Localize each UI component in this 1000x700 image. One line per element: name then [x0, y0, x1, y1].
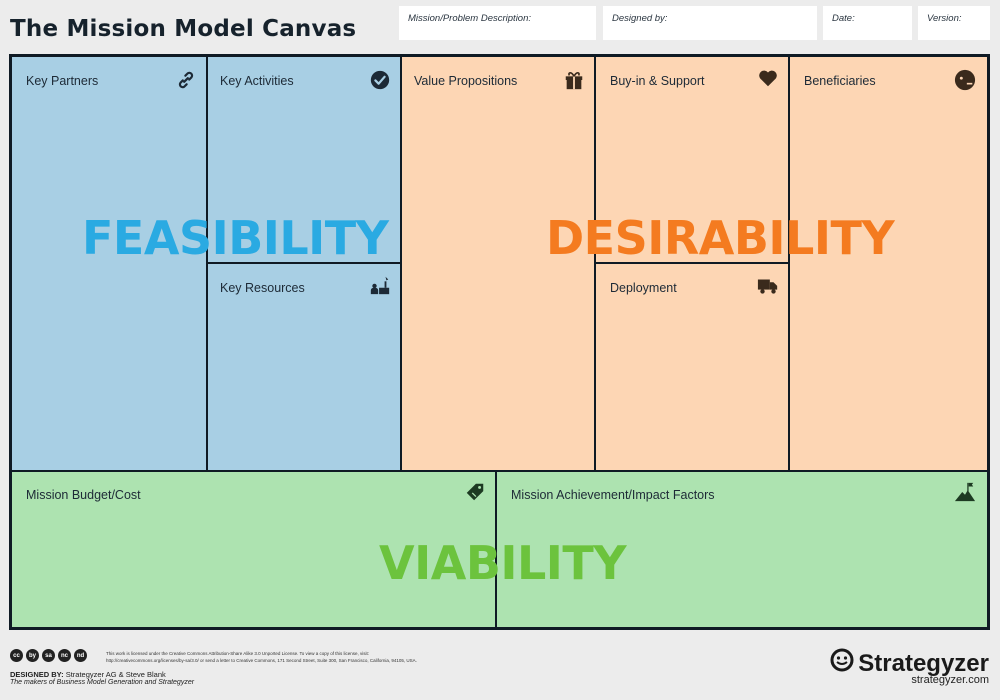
check-circle-icon — [369, 69, 391, 91]
deployment-label: Deployment — [610, 281, 677, 295]
page-title: The Mission Model Canvas — [10, 16, 357, 42]
license-icons: cc by sa nc nd — [10, 649, 87, 662]
key-resources-label: Key Resources — [220, 281, 305, 295]
mission-achievement-label: Mission Achievement/Impact Factors — [511, 488, 715, 502]
truck-icon — [757, 274, 779, 296]
designed-by-field[interactable]: Designed by: — [603, 6, 817, 40]
license-text-2: http://creativecommons.org/licenses/by-s… — [106, 658, 417, 663]
link-icon — [175, 69, 197, 91]
face-icon — [954, 69, 976, 91]
mission-budget-block[interactable]: Mission Budget/Cost — [12, 472, 495, 627]
value-propositions-label: Value Propositions — [414, 74, 518, 88]
brand-url-link[interactable]: strategyzer.com — [911, 674, 989, 686]
desirability-overlay: DESIRABILITY — [546, 211, 895, 265]
mountain-flag-icon — [954, 481, 976, 503]
mission-description-label: Mission/Problem Description: — [408, 13, 532, 24]
key-resources-block[interactable]: Key Resources — [208, 264, 400, 470]
designed-by-credit-value: Strategyzer AG & Steve Blank — [65, 670, 166, 679]
nd-icon: nd — [74, 649, 87, 662]
nc-icon: nc — [58, 649, 71, 662]
viability-overlay: VIABILITY — [379, 536, 627, 590]
version-label: Version: — [927, 13, 962, 24]
mission-budget-label: Mission Budget/Cost — [26, 488, 141, 502]
date-label: Date: — [832, 13, 855, 24]
makers-tagline: The makers of Business Model Generation … — [10, 679, 195, 686]
buy-in-support-block[interactable]: Buy-in & Support — [596, 57, 788, 262]
resources-icon — [369, 274, 391, 296]
strategyzer-logo-icon — [830, 648, 854, 679]
value-propositions-block[interactable]: Value Propositions — [402, 57, 594, 470]
canvas-board: Key Partners Key Activities Key Resource… — [9, 54, 990, 630]
cc-icon: cc — [10, 649, 23, 662]
license-text-1: This work is licensed under the Creative… — [106, 651, 370, 656]
key-activities-block[interactable]: Key Activities — [208, 57, 400, 262]
designed-by-label: Designed by: — [612, 13, 668, 24]
mission-achievement-block[interactable]: Mission Achievement/Impact Factors — [497, 472, 987, 627]
key-activities-label: Key Activities — [220, 74, 294, 88]
gift-icon — [563, 69, 585, 91]
heart-icon — [757, 67, 779, 89]
buy-in-support-label: Buy-in & Support — [610, 74, 705, 88]
key-partners-label: Key Partners — [26, 74, 99, 88]
feasibility-overlay: FEASIBILITY — [82, 211, 389, 265]
designed-by-credit-label: DESIGNED BY: — [10, 670, 64, 679]
key-partners-block[interactable]: Key Partners — [12, 57, 206, 470]
mission-description-field[interactable]: Mission/Problem Description: — [399, 6, 596, 40]
deployment-block[interactable]: Deployment — [596, 264, 788, 470]
strategyzer-logo: Strategyzer — [830, 648, 989, 679]
version-field[interactable]: Version: — [918, 6, 990, 40]
designed-by-credit: DESIGNED BY: Strategyzer AG & Steve Blan… — [10, 670, 166, 679]
price-tag-icon — [464, 481, 486, 503]
date-field[interactable]: Date: — [823, 6, 912, 40]
brand-name: Strategyzer — [858, 649, 989, 677]
by-icon: by — [26, 649, 39, 662]
beneficiaries-label: Beneficiaries — [804, 74, 876, 88]
beneficiaries-block[interactable]: Beneficiaries — [790, 57, 987, 470]
sa-icon: sa — [42, 649, 55, 662]
